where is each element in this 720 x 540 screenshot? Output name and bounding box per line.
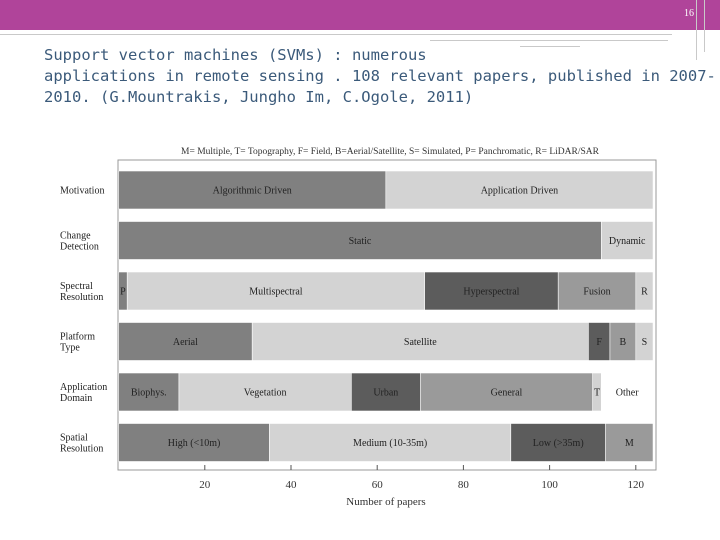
header-bar: 16 [0,0,720,30]
decor-vline-2 [704,0,705,52]
bar-segment-spatial-resolution-low-35m [510,423,606,462]
segment-label-platform-type-aerial: Aerial [173,337,198,348]
category-label-spatial-resolution: Spatial Resolution [60,433,103,455]
segment-label-spatial-resolution-high-10m: High (<10m) [168,438,221,449]
plot-frame [117,159,657,471]
segment-label-spectral-resolution-p: P [120,287,126,298]
category-label-line: Domain [60,393,92,404]
bar-segment-platform-type-aerial [118,322,253,361]
bar-segment-platform-type-b [609,322,637,361]
bar-segment-spatial-resolution-m [605,423,654,462]
segment-label-platform-type-b: B [620,337,627,348]
segment-label-application-domain-urban: Urban [373,388,398,399]
slide-title: Support vector machines (SVMs) : numerou… [44,45,716,108]
page-number: 16 [684,8,694,19]
bar-segment-change-detection-static [118,221,602,260]
segment-label-motivation-application-driven: Application Driven [481,186,558,197]
category-label-line: Motivation [60,186,104,197]
bar-segment-application-domain-urban [351,372,421,412]
bar-segment-motivation-application-driven [385,170,654,210]
category-label-line: Change [60,231,91,242]
category-label-change-detection: Change Detection [60,231,99,253]
x-tick-label-60: 60 [372,479,384,491]
bar-segment-platform-type-satellite [251,322,589,361]
x-tick-label-80: 80 [458,479,470,491]
bar-segment-spectral-resolution-hyperspectral [424,271,559,311]
segment-label-platform-type-f: F [596,337,602,348]
x-axis-label: Number of papers [346,496,425,508]
bar-segment-spectral-resolution-r [635,271,654,311]
title-line-2: applications in remote sensing . 108 rel… [44,67,716,85]
category-label-motivation: Motivation [60,186,104,197]
segment-label-platform-type-s: S [642,337,648,348]
category-label-line: Resolution [60,292,103,303]
decor-vline-1 [696,0,697,60]
segment-label-application-domain-t: T [594,388,600,399]
chart-legend: M= Multiple, T= Topography, F= Field, B=… [181,147,600,157]
segment-label-spatial-resolution-medium-10-35m: Medium (10-35m) [353,438,427,449]
bar-segment-platform-type-s [635,322,654,361]
bar-segment-spectral-resolution-fusion [557,271,637,311]
bar-segment-application-domain-other [601,372,654,412]
bar-segment-spatial-resolution-high-10m [118,423,270,462]
segment-label-motivation-algorithmic-driven: Algorithmic Driven [213,186,292,197]
decor-line-mid [430,40,668,41]
segment-label-change-detection-dynamic: Dynamic [609,236,646,247]
title-line-1: Support vector machines (SVMs) : numerou… [44,46,427,64]
bar-segment-application-domain-general [419,372,593,412]
decor-line-short [520,46,580,47]
category-label-line: Detection [60,242,99,253]
segment-label-spatial-resolution-m: M [625,438,634,449]
category-label-spectral-resolution: Spectral Resolution [60,281,103,303]
category-label-line: Spectral [60,281,93,292]
x-tick-label-120: 120 [628,479,645,491]
bar-segment-change-detection-dynamic [601,221,654,260]
segment-label-application-domain-other: Other [616,388,639,399]
bar-segment-spectral-resolution-multispectral [126,271,425,311]
category-label-line: Platform [60,332,95,343]
segment-label-spectral-resolution-hyperspectral: Hyperspectral [463,287,519,298]
segment-label-application-domain-vegetation: Vegetation [244,388,287,399]
category-label-line: Application [60,382,107,393]
segment-label-platform-type-satellite: Satellite [404,337,437,348]
segment-label-change-detection-static: Static [349,236,372,247]
x-tick-label-100: 100 [541,479,558,491]
bar-segment-application-domain-vegetation [178,372,352,412]
segment-label-spectral-resolution-fusion: Fusion [583,287,610,298]
segment-label-application-domain-biophys: Biophys. [131,388,167,399]
category-label-line: Resolution [60,444,103,455]
x-tick-label-20: 20 [199,479,211,491]
x-tick-label-40: 40 [286,479,298,491]
bar-segment-spatial-resolution-medium-10-35m [269,423,512,462]
bar-segment-application-domain-biophys [118,372,180,412]
decor-line-top [0,34,672,35]
segment-label-application-domain-general: General [491,388,523,399]
category-label-application-domain: Application Domain [60,382,107,404]
category-label-line: Spatial [60,433,88,444]
category-label-line: Type [60,343,80,354]
segment-label-spatial-resolution-low-35m: Low (>35m) [533,438,584,449]
segment-label-spectral-resolution-multispectral: Multispectral [249,287,303,298]
bar-segment-motivation-algorithmic-driven [118,170,387,210]
segment-label-spectral-resolution-r: R [641,287,648,298]
title-line-3: 2010. (G.Mountrakis, Jungho Im, C.Ogole,… [44,88,474,106]
category-label-platform-type: Platform Type [60,332,95,354]
